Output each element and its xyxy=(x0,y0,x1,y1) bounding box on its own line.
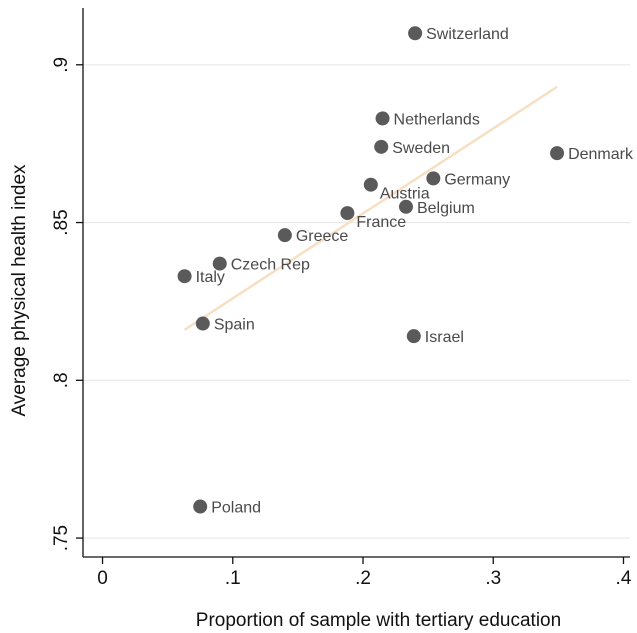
x-axis-title: Proportion of sample with tertiary educa… xyxy=(196,610,561,631)
point-label-2: Sweden xyxy=(392,140,450,157)
data-point-9 xyxy=(212,256,227,271)
point-label-4: Austria xyxy=(380,186,430,203)
y-tick-label-1: .8 xyxy=(51,372,72,388)
point-label-9: Czech Rep xyxy=(231,257,310,274)
data-points xyxy=(177,26,565,514)
point-label-1: Netherlands xyxy=(394,111,480,128)
y-axis-title: Average physical health index xyxy=(9,164,30,417)
data-point-5 xyxy=(426,171,441,186)
data-point-1 xyxy=(375,111,390,126)
x-tick-label-3: .3 xyxy=(485,568,501,589)
fit-line xyxy=(183,85,558,331)
data-point-7 xyxy=(340,206,355,221)
axes xyxy=(82,8,630,558)
point-label-10: Italy xyxy=(196,269,225,286)
point-labels: Switzerland Netherlands Sweden Denmark Austr… xyxy=(196,26,634,516)
point-label-0: Switzerland xyxy=(426,26,509,43)
data-point-12 xyxy=(406,329,421,344)
point-label-7: France xyxy=(356,214,406,231)
fit-line-layer xyxy=(183,85,558,331)
point-label-6: Belgium xyxy=(417,200,475,217)
data-point-8 xyxy=(277,228,292,243)
data-point-13 xyxy=(193,499,208,514)
data-point-0 xyxy=(408,26,423,41)
x-tick-label-4: .4 xyxy=(616,568,632,589)
data-point-11 xyxy=(195,316,210,331)
x-tick-label-0: 0 xyxy=(97,568,108,589)
y-tick-label-2: .85 xyxy=(51,209,72,235)
y-tick-label-3: .9 xyxy=(51,57,72,73)
point-label-11: Spain xyxy=(214,317,255,334)
x-tick-label-2: .2 xyxy=(355,568,371,589)
grid-lines xyxy=(83,64,630,539)
point-label-5: Germany xyxy=(444,171,510,188)
point-label-12: Israel xyxy=(425,329,464,346)
point-label-8: Greece xyxy=(296,228,349,245)
data-point-10 xyxy=(177,269,192,284)
ticks: 0 .1 .2 .3 .4 .75 .8 .85 .9 xyxy=(51,57,632,589)
x-tick-label-1: .1 xyxy=(225,568,241,589)
y-tick-label-0: .75 xyxy=(51,525,72,551)
data-point-4 xyxy=(363,177,378,192)
point-label-3: Denmark xyxy=(568,146,634,163)
point-label-13: Poland xyxy=(211,500,261,517)
data-point-3 xyxy=(550,146,565,161)
data-point-2 xyxy=(374,139,389,154)
data-point-6 xyxy=(398,199,413,214)
